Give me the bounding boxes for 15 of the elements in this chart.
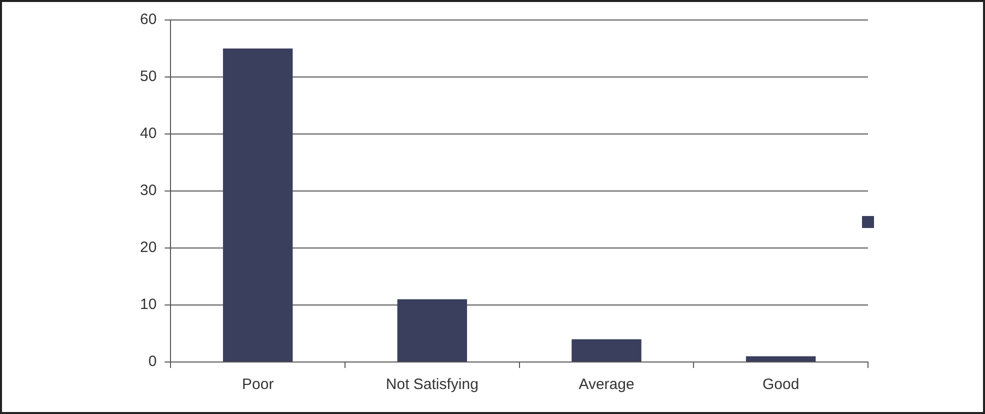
x-tick-label: Not Satisfying (386, 376, 478, 394)
x-tick-label: Poor (242, 376, 274, 394)
y-tick-label: 60 (140, 11, 157, 28)
y-tick-label: 50 (140, 68, 157, 86)
y-tick-label: 0 (148, 353, 157, 370)
bar (572, 339, 642, 362)
x-tick-label: Average (578, 376, 634, 394)
y-tick-label: 30 (140, 182, 157, 200)
y-tick-label: 40 (140, 125, 157, 142)
y-tick-label: 20 (140, 239, 157, 256)
bar (746, 356, 816, 362)
bar (397, 299, 468, 362)
y-tick-label: 10 (140, 296, 157, 314)
bar (222, 48, 293, 362)
x-tick-label: Good (762, 376, 800, 394)
